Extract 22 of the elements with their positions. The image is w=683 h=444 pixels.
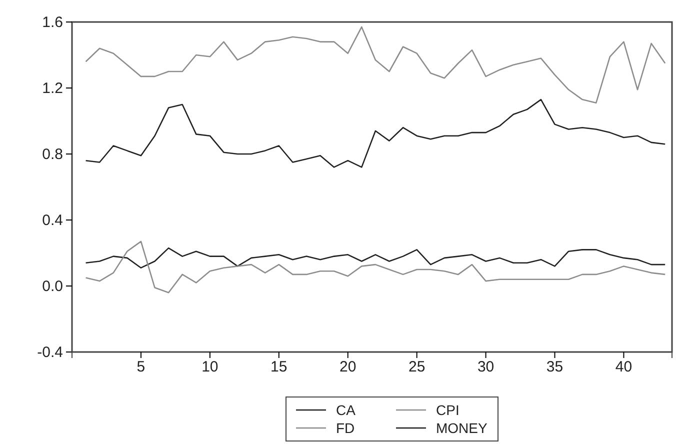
line-series: [85, 247, 666, 268]
x-tick-label: 35: [546, 358, 564, 376]
line-series: [85, 98, 666, 168]
y-tick-label: -0.4: [37, 344, 63, 361]
y-tick-label: 0.4: [42, 212, 63, 229]
x-tick-label: 5: [136, 358, 146, 376]
x-tick-label: 20: [340, 358, 356, 376]
legend-label: MONEY: [436, 420, 488, 436]
legend-label: CPI: [436, 402, 460, 418]
y-tick-label: 0.0: [42, 278, 63, 295]
x-tick-label: 40: [615, 358, 632, 376]
y-tick-label: 0.8: [42, 146, 63, 163]
line-series: [85, 240, 666, 294]
legend-label: CA: [336, 402, 356, 418]
x-tick-label: 15: [270, 358, 288, 376]
x-tick-label: 25: [408, 358, 426, 376]
x-tick-label: 10: [202, 358, 218, 376]
x-tick-label: 30: [477, 358, 494, 376]
y-tick-label: 1.6: [42, 14, 63, 31]
legend-label: FD: [336, 420, 355, 436]
y-tick-label: 1.2: [42, 80, 63, 97]
line-series: [85, 26, 666, 104]
